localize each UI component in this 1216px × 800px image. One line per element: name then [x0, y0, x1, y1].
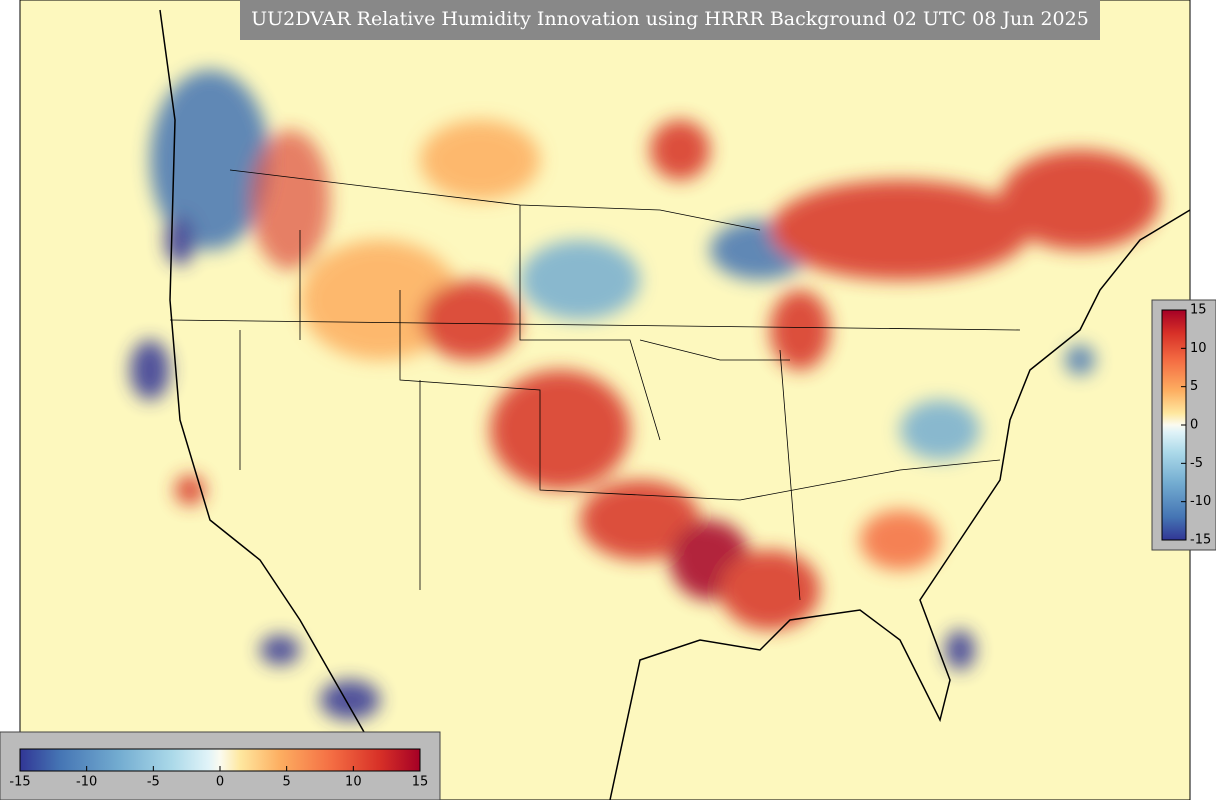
colorbar-tick-label: 15 [1190, 303, 1207, 318]
colorbar-tick-label: 15 [412, 775, 429, 790]
title-box [240, 0, 1100, 40]
colorbar-tick-label: 10 [1190, 341, 1207, 356]
colorbar-tick-label: -10 [76, 775, 97, 790]
colorbar-tick-label: 10 [345, 775, 362, 790]
colorbar-tick-label: 5 [283, 775, 291, 790]
map [19, 0, 1191, 800]
colorbar-tick-label: -15 [9, 775, 30, 790]
colorbar-tick-label: -15 [1190, 533, 1211, 548]
colorbar-tick-label: -10 [1190, 494, 1211, 509]
colorbar-tick-label: 0 [1190, 418, 1198, 433]
colorbar-tick-label: -5 [147, 775, 160, 790]
colorbar-tick-label: 5 [1190, 379, 1198, 394]
colorbar-tick-label: 0 [216, 775, 224, 790]
map-title: UU2DVAR Relative Humidity Innovation usi… [251, 8, 1089, 30]
colorbar-tick-label: -5 [1190, 456, 1203, 471]
